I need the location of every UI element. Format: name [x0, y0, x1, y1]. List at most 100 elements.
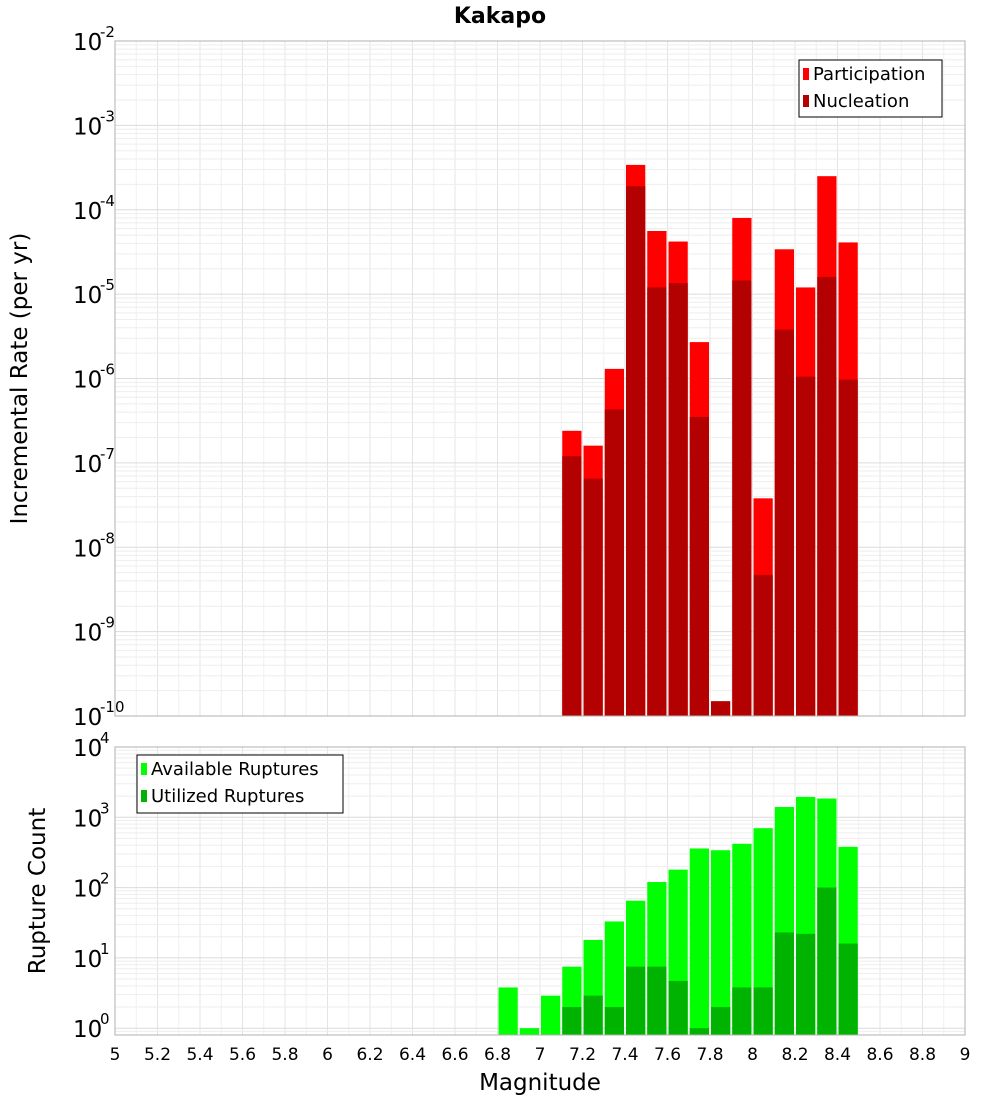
y-tick-label-exponent: -4 [100, 192, 115, 210]
y-tick-label-exponent: -3 [100, 107, 115, 125]
count-bar-utilized-ruptures-7.65 [668, 980, 688, 1035]
x-tick-label: 6.6 [441, 1045, 468, 1065]
y-tick-label-exponent: -9 [100, 614, 115, 632]
x-tick-label: 9 [960, 1045, 971, 1065]
y-tick-label-exponent: 2 [100, 870, 110, 888]
legend-swatch-nucleation [803, 95, 809, 107]
rate-bar-nucleation-8.25 [796, 376, 816, 716]
rate-bar-nucleation-7.85 [711, 701, 731, 716]
count-bar-utilized-ruptures-8.05 [753, 987, 773, 1035]
count-bar-utilized-ruptures-8.15 [774, 932, 794, 1035]
x-tick-label: 5 [110, 1045, 121, 1065]
x-tick-label: 8.8 [909, 1045, 936, 1065]
rate-bar-nucleation-7.45 [626, 186, 646, 716]
y-tick-label-exponent: -6 [100, 361, 115, 379]
y-tick-label-exponent: 4 [100, 729, 110, 747]
rate-bar-nucleation-7.55 [647, 287, 667, 716]
y-tick-label-exponent: 3 [100, 799, 110, 817]
count-bars [498, 796, 858, 1035]
x-tick-label: 7 [535, 1045, 546, 1065]
x-tick-label: 6.4 [399, 1045, 426, 1065]
count-bar-utilized-ruptures-7.95 [732, 987, 752, 1035]
x-tick-label: 8.6 [866, 1045, 893, 1065]
y-tick-label-exponent: -5 [100, 276, 115, 294]
rate-bar-nucleation-7.35 [604, 409, 624, 716]
count-legend: Available Ruptures Utilized Ruptures [136, 754, 344, 814]
y-tick-label-base: 10 [73, 947, 102, 973]
count-bar-available-ruptures-7.85 [711, 850, 731, 1035]
x-tick-label: 6.2 [356, 1045, 383, 1065]
x-tick-label: 5.2 [144, 1045, 171, 1065]
magnitude-x-axis-label: Magnitude [479, 1070, 601, 1096]
rate-bar-nucleation-7.25 [583, 478, 603, 716]
count-y-axis-label: Rupture Count [25, 808, 51, 974]
rate-bar-nucleation-8.45 [838, 379, 858, 716]
legend-swatch-utilized-ruptures [141, 790, 147, 802]
rate-panel: 10-210-310-410-510-610-710-810-910-10 In… [7, 23, 966, 731]
count-bar-utilized-ruptures-7.45 [626, 966, 646, 1035]
count-bar-utilized-ruptures-7.75 [689, 1028, 709, 1035]
count-bar-utilized-ruptures-7.35 [604, 1007, 624, 1035]
x-tick-label: 5.6 [229, 1045, 256, 1065]
x-tick-label: 7.8 [696, 1045, 723, 1065]
count-bar-utilized-ruptures-7.15 [562, 1007, 582, 1035]
x-tick-label: 7.4 [611, 1045, 638, 1065]
y-tick-label-base: 10 [73, 452, 102, 478]
y-tick-label-exponent: -8 [100, 529, 115, 547]
y-tick-label-base: 10 [73, 368, 102, 394]
rate-legend: Participation Nucleation [798, 59, 943, 118]
y-tick-label-exponent: 1 [100, 940, 110, 958]
y-tick-label-base: 10 [73, 705, 102, 731]
x-tick-label: 8 [747, 1045, 758, 1065]
rate-y-ticks: 10-210-310-410-510-610-710-810-910-10 [73, 23, 125, 731]
x-tick-label: 8.2 [781, 1045, 808, 1065]
y-tick-label-exponent: -2 [100, 23, 115, 41]
count-bar-available-ruptures-6.85 [498, 987, 518, 1035]
x-tick-label: 7.6 [654, 1045, 681, 1065]
count-bar-utilized-ruptures-8.45 [838, 943, 858, 1035]
legend-swatch-available-ruptures [141, 763, 147, 775]
count-bar-utilized-ruptures-8.35 [817, 887, 837, 1035]
rate-bar-nucleation-7.95 [732, 280, 752, 716]
y-tick-label-exponent: -10 [100, 698, 125, 716]
x-tick-label: 5.4 [186, 1045, 213, 1065]
rate-plot-frame [114, 40, 966, 717]
y-tick-label-base: 10 [73, 30, 102, 56]
y-tick-label-base: 10 [73, 877, 102, 903]
y-tick-label-base: 10 [73, 1017, 102, 1043]
count-bar-available-ruptures-7.35 [604, 921, 624, 1035]
x-tick-label: 5.8 [271, 1045, 298, 1065]
x-tick-label: 6 [322, 1045, 333, 1065]
rate-gridlines [114, 41, 966, 717]
y-tick-label-base: 10 [73, 114, 102, 140]
legend-label-utilized-ruptures: Utilized Ruptures [151, 786, 304, 807]
count-bar-available-ruptures-7.05 [541, 995, 561, 1035]
count-bar-available-ruptures-7.75 [689, 848, 709, 1035]
legend-label-participation: Participation [813, 64, 925, 85]
count-bar-utilized-ruptures-7.85 [711, 1007, 731, 1035]
rate-bar-nucleation-8.05 [753, 574, 773, 716]
y-tick-label-base: 10 [73, 536, 102, 562]
rate-bar-nucleation-7.75 [689, 416, 709, 716]
y-tick-label-base: 10 [73, 736, 102, 762]
y-tick-label-base: 10 [73, 199, 102, 225]
count-bar-available-ruptures-8.05 [753, 828, 773, 1035]
rate-bar-nucleation-8.35 [817, 276, 837, 716]
x-tick-label: 7.2 [569, 1045, 596, 1065]
rate-y-axis-label: Incremental Rate (per yr) [7, 233, 33, 525]
count-bar-available-ruptures-6.95 [519, 1028, 539, 1035]
rate-bars [562, 164, 858, 717]
y-tick-label-exponent: 0 [100, 1010, 110, 1028]
legend-swatch-participation [803, 68, 809, 80]
y-tick-label-base: 10 [73, 621, 102, 647]
y-tick-label-base: 10 [73, 806, 102, 832]
rate-bar-nucleation-7.65 [668, 283, 688, 716]
magnitude-x-ticks: 5 5.2 5.4 5.6 5.8 6 6.2 6.4 6.6 6.8 7 7.2 7.4 7.6 7.8 8… [110, 1045, 971, 1065]
rate-bar-nucleation-8.15 [774, 329, 794, 716]
count-bar-utilized-ruptures-8.25 [796, 933, 816, 1035]
count-plot-frame [114, 746, 966, 1036]
chart-title: Kakapo [454, 4, 546, 29]
legend-box [798, 59, 943, 118]
